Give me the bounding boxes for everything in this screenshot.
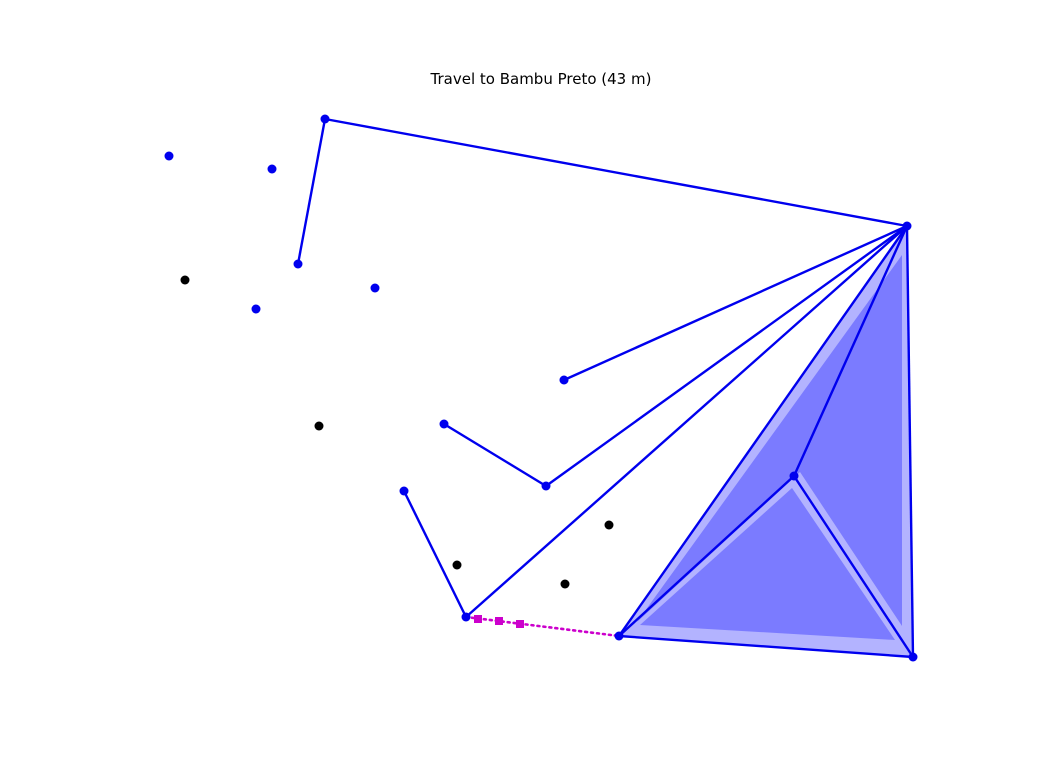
node	[267, 164, 277, 174]
node	[461, 612, 471, 622]
node	[902, 221, 912, 231]
other-node	[314, 421, 324, 431]
edge	[296, 118, 327, 265]
network-nodes	[164, 114, 918, 662]
other-node	[560, 579, 570, 589]
edge	[465, 225, 908, 618]
node	[789, 471, 799, 481]
travel-marker	[495, 617, 503, 625]
other-nodes	[180, 275, 614, 589]
edge	[563, 224, 908, 382]
other-node	[604, 520, 614, 530]
travel-path	[464, 615, 621, 638]
edge	[324, 117, 908, 228]
diagram-title: Travel to Bambu Preto (43 m)	[430, 70, 652, 88]
node	[439, 419, 449, 429]
edge	[402, 490, 468, 618]
network-edges	[296, 117, 915, 659]
node	[293, 259, 303, 269]
edge	[905, 225, 915, 658]
region-triangle-lower	[640, 488, 895, 640]
other-node	[452, 560, 462, 570]
edge	[618, 634, 914, 659]
edge	[545, 225, 908, 487]
node	[320, 114, 330, 124]
edge	[618, 225, 908, 637]
node	[559, 375, 569, 385]
other-node	[180, 275, 190, 285]
node	[614, 631, 624, 641]
node	[370, 283, 380, 293]
travel-marker	[474, 615, 482, 623]
node	[541, 481, 551, 491]
region-triangle-upper	[637, 255, 902, 626]
travel-line	[464, 615, 621, 638]
node	[251, 304, 261, 314]
node	[164, 151, 174, 161]
edge	[618, 475, 795, 637]
shaded-region	[619, 227, 913, 657]
edge	[443, 422, 547, 488]
edge	[792, 475, 915, 658]
travel-marker	[516, 620, 524, 628]
edge	[792, 225, 909, 477]
node	[908, 652, 918, 662]
node	[399, 486, 409, 496]
